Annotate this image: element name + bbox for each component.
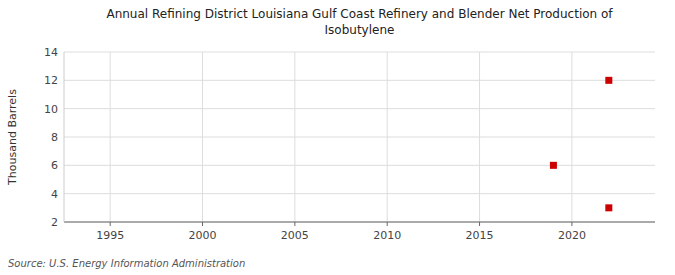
x-grid-line [110,52,111,222]
x-grid-line [294,52,295,222]
x-tick-mark [387,222,388,226]
y-grid-line [64,137,655,138]
x-tick-mark [110,222,111,226]
point [605,204,612,211]
x-grid-line [387,52,388,222]
y-axis-label: Thousand Barrels [6,89,19,186]
x-axis-line [64,222,655,223]
x-tick-mark [294,222,295,226]
y-tick-label: 6 [51,159,58,172]
x-grid-line [202,52,203,222]
x-tick-mark [479,222,480,226]
x-tick-label: 2010 [373,229,401,242]
x-tick-label: 2000 [189,229,217,242]
y-axis-line [64,52,65,222]
axes: 2 4 6 8 10 12 14 1995 2000 2005 2010 2015 2020 [44,46,655,242]
y-grid-line [64,222,655,223]
y-tick-label: 4 [51,188,58,201]
points [550,77,612,212]
x-tick-label: 1995 [96,229,124,242]
x-tick-mark [202,222,203,226]
y-tick-label: 10 [44,103,58,116]
y-tick-label: 14 [44,46,58,59]
title: Annual Refining District Louisiana Gulf … [106,7,613,37]
x-grid-line [479,52,480,222]
x-tick-label: 2015 [466,229,494,242]
x-grid-line [571,52,572,222]
y-grid-line [64,80,655,81]
grid [64,52,655,222]
title-line: Isobutylene [325,23,395,37]
plot-background [64,52,655,222]
title-line: Annual Refining District Louisiana Gulf … [106,7,613,21]
y-tick-label: 12 [44,74,58,87]
x-tick-label: 2005 [281,229,309,242]
y-tick-label: 8 [51,131,58,144]
y-grid-line [64,108,655,109]
chart-svg: 2 4 6 8 10 12 14 1995 2000 2005 2010 2015 2020 Thousa… [0,0,675,275]
y-grid-line [64,165,655,166]
point [550,162,557,169]
page: {"chart_data": {"type": "scatter", "titl… [0,0,675,275]
point [605,77,612,84]
x-tick-mark [571,222,572,226]
y-tick-label: 2 [51,216,58,229]
source: Source: U.S. Energy Information Administ… [8,258,245,269]
y-grid-line [64,193,655,194]
x-tick-label: 2020 [558,229,586,242]
chart-container: 2 4 6 8 10 12 14 1995 2000 2005 2010 2015 2020 Thousa… [0,0,675,275]
y-grid-line [64,52,655,53]
